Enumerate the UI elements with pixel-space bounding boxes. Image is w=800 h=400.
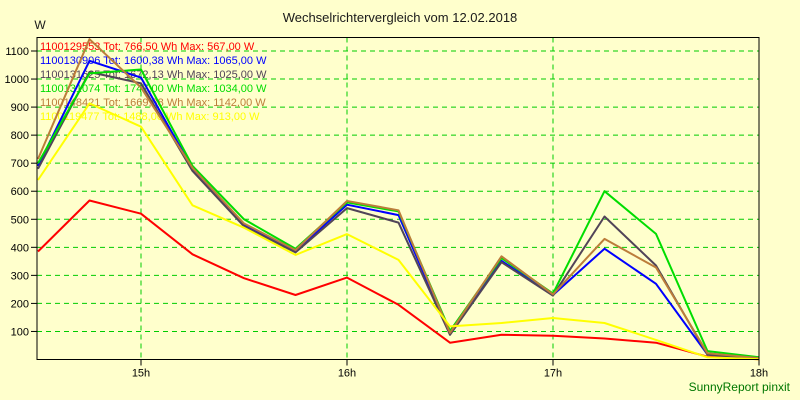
x-tick-label-15h: 15h: [132, 368, 150, 380]
series-line-1100130906: [37, 59, 760, 360]
x-tick-label-18h: 18h: [750, 368, 768, 380]
series-line-1100148421: [37, 38, 760, 360]
y-tick-label-800: 800: [11, 130, 29, 142]
footer-credit: SunnyReport pinxit: [689, 380, 791, 394]
legend-entry-1: 1100129553 Tot: 766,50 Wh Max: 567,00 W: [40, 41, 255, 53]
x-tick-label-16h: 16h: [338, 368, 356, 380]
y-tick-label-900: 900: [11, 102, 29, 114]
legend-entry-6: 1100119477 Tot: 1488,00 Wh Max: 913,00 W: [40, 111, 260, 123]
y-tick-label-500: 500: [11, 214, 29, 226]
legend-entry-2: 1100130906 Tot: 1600,38 Wh Max: 1065,00 …: [40, 55, 267, 67]
x-tick-label-17h: 17h: [544, 368, 562, 380]
plot-border: [36, 37, 760, 360]
y-tick-label-600: 600: [11, 186, 29, 198]
y-axis-unit-label: W: [34, 18, 46, 32]
series-line-1100119477: [37, 102, 760, 361]
legend: 1100129553 Tot: 766,50 Wh Max: 567,00 W …: [40, 41, 267, 123]
y-tick-label-400: 400: [11, 242, 29, 254]
y-tick-label-700: 700: [11, 158, 29, 170]
y-tick-label-200: 200: [11, 298, 29, 310]
data-series: [37, 38, 760, 361]
series-line-1100129553: [37, 199, 760, 361]
y-tick-label-1100: 1100: [5, 46, 29, 58]
legend-entry-4: 1100131074 Tot: 1747,00 Wh Max: 1034,00 …: [40, 83, 267, 95]
y-tick-label-300: 300: [11, 270, 29, 282]
y-tick-label-1000: 1000: [5, 74, 29, 86]
chart-title: Wechselrichtervergleich vom 12.02.2018: [283, 10, 518, 25]
y-tick-label-100: 100: [11, 326, 29, 338]
axes: 100 200 300 400 500 600 700 800 900 1000 1100 15h 16…: [5, 37, 768, 380]
